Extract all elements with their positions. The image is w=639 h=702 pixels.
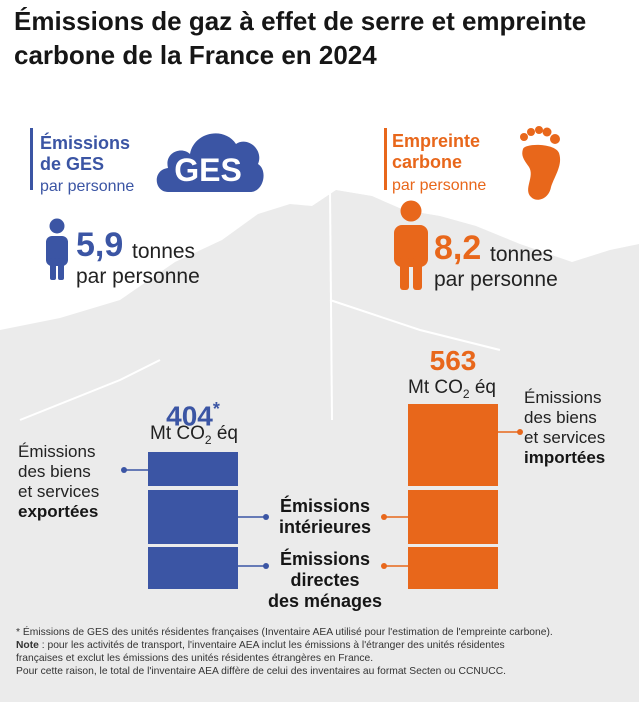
menages-label-line: Émissions [279, 549, 371, 569]
imports-label: Émissions des biens et services importée… [524, 388, 605, 468]
left-total-unit: Mt CO2 éq [138, 423, 250, 451]
imports-label-line: Émissions [524, 388, 602, 407]
menages-label-line: des ménages [267, 591, 383, 611]
left-unit-sub: 2 [204, 432, 212, 447]
map-region-line [329, 189, 333, 421]
menages-label-line: directes [290, 570, 360, 590]
footnote-line: Note : pour les activités de transport, … [16, 639, 628, 652]
footnote-note-text: : pour les activités de transport, l'inv… [38, 640, 505, 651]
footnote: * Émissions de GES des unités résidentes… [16, 626, 628, 678]
right-total-unit: Mt CO2 éq [396, 377, 508, 405]
left-per-capita-unit-1: tonnes [132, 240, 196, 263]
footnote-line: Pour cette raison, le total de l'inventa… [16, 666, 506, 677]
right-total-value: 563 [429, 345, 477, 376]
bar-empreinte-menages [408, 547, 498, 589]
connector-dot [121, 467, 127, 473]
connector-dot [381, 563, 387, 569]
exports-label-line: et services [18, 482, 100, 501]
left-subheading: par personne [40, 178, 135, 195]
page-title: Émissions de gaz à effet de serre et emp… [14, 6, 587, 70]
right-heading-2: carbone [392, 152, 463, 172]
connector-dot [517, 429, 523, 435]
bar-empreinte-importees [408, 404, 498, 486]
map-region-line [329, 299, 501, 351]
connector-dot [263, 563, 269, 569]
person-icon [394, 200, 428, 290]
right-unit-suffix: éq [469, 377, 496, 398]
bar-empreinte-interieures [408, 490, 498, 544]
exports-label-line: des biens [18, 462, 91, 481]
bar-ges-interieures [148, 490, 238, 544]
cloud-icon: GES [156, 133, 264, 192]
right-per-capita-unit-2: par personne [434, 268, 558, 291]
right-subheading: par personne [392, 177, 487, 194]
imports-label-bold: importées [524, 448, 606, 467]
cloud-badge-text: GES [174, 152, 242, 188]
exports-label-bold: exportées [18, 502, 99, 521]
right-unit-prefix: Mt CO [408, 377, 463, 398]
map-region-line [19, 359, 161, 421]
right-per-capita-unit-1: tonnes [490, 243, 554, 266]
footnote-note-label: Note [16, 640, 39, 651]
left-heading-2: de GES [40, 154, 105, 174]
right-heading-1: Empreinte [392, 131, 481, 151]
interieures-label-line: Émissions [279, 496, 371, 516]
footnote-line: françaises et exclut les émissions des u… [16, 653, 374, 664]
person-icon [46, 218, 68, 280]
interieures-label-line: intérieures [278, 517, 372, 537]
exports-label-line: Émissions [18, 442, 96, 461]
left-total-number: 404 [166, 400, 213, 432]
exports-label: Émissions des biens et services exportée… [18, 442, 99, 522]
left-unit-suffix: éq [211, 423, 238, 444]
right-unit-sub: 2 [462, 386, 470, 401]
menages-label: Émissions directes des ménages [250, 549, 400, 612]
left-total-star: * [212, 399, 220, 419]
right-per-capita-value: 8,2 [434, 229, 482, 267]
left-per-capita-unit-2: par personne [76, 265, 200, 288]
imports-label-line: des biens [524, 408, 597, 427]
interieures-label: Émissions intérieures [266, 496, 384, 538]
bar-ges-menages [148, 547, 238, 589]
left-accent-bar [30, 128, 33, 190]
left-unit-prefix: Mt CO [150, 423, 205, 444]
left-per-capita-value: 5,9 [76, 226, 124, 264]
connector-dot [263, 514, 269, 520]
left-total-value: 404* [148, 394, 238, 431]
bar-ges-exportees [148, 452, 238, 486]
imports-label-line: et services [524, 428, 606, 447]
right-accent-bar [384, 128, 387, 190]
footprint-icon [520, 126, 561, 200]
left-heading-1: Émissions [40, 133, 131, 153]
footnote-line: * Émissions de GES des unités résidentes… [16, 627, 553, 638]
connector-dot [381, 514, 387, 520]
